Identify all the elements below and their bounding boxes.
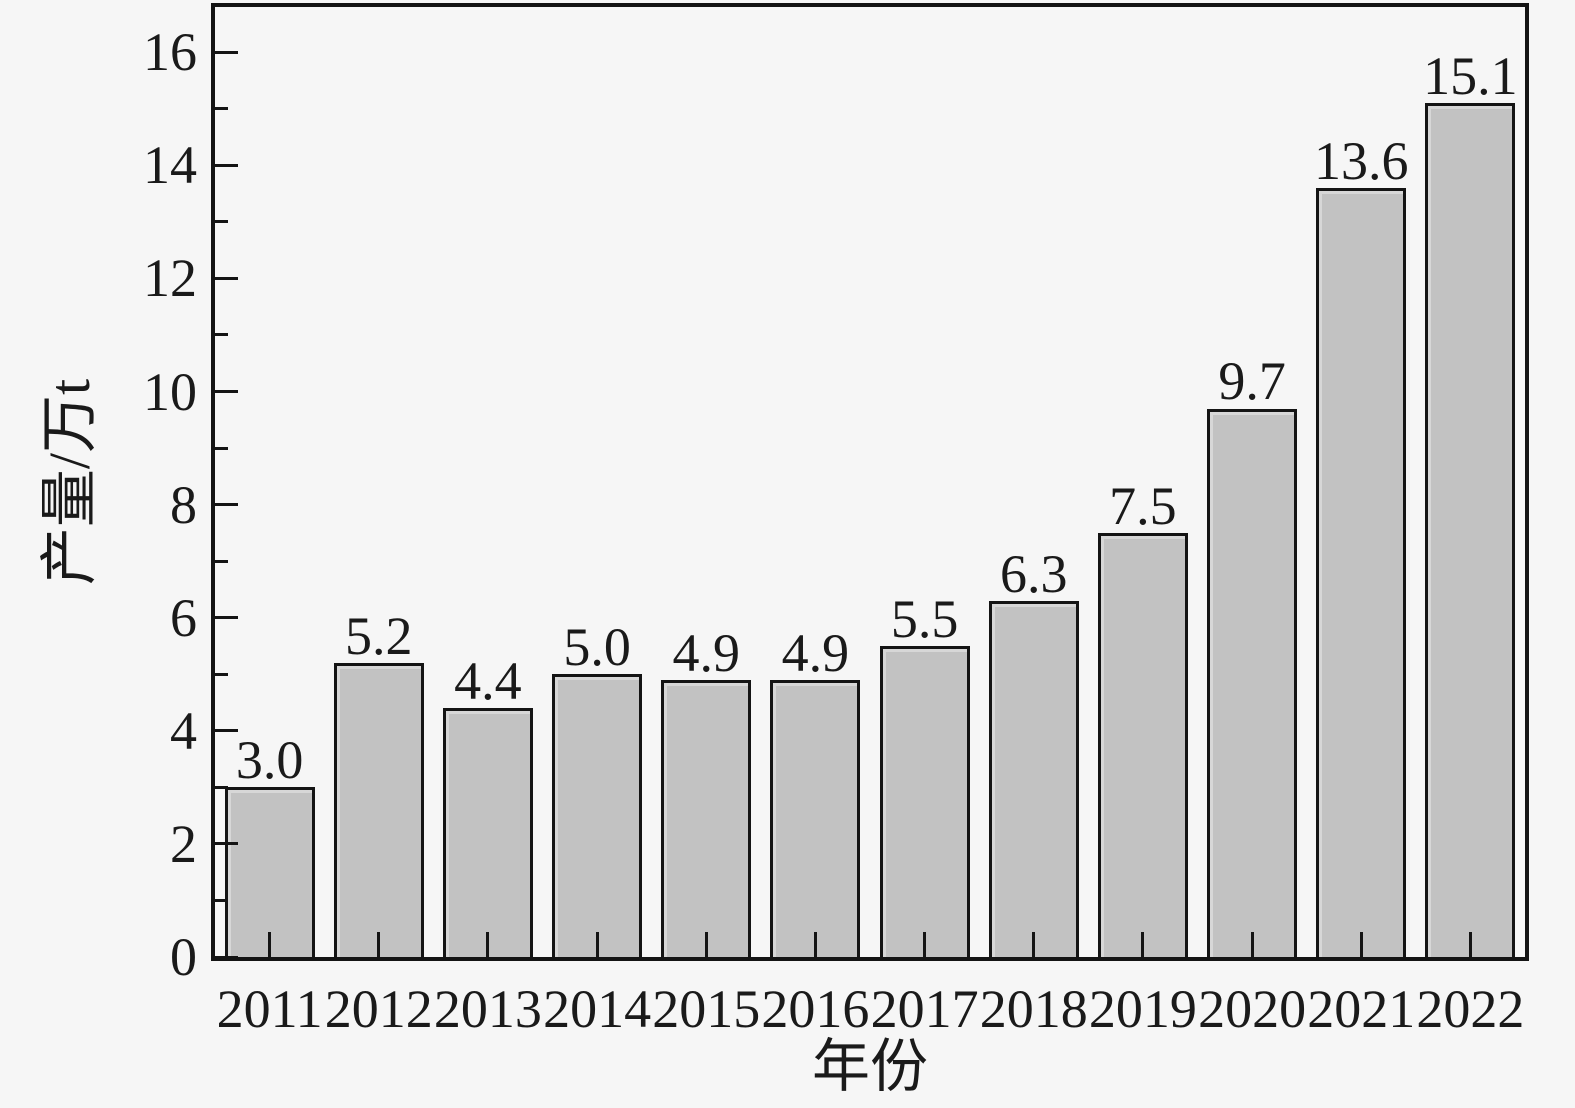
bar-2013	[442, 708, 533, 957]
plot-area	[211, 3, 1529, 961]
x-tick-2014	[595, 932, 599, 957]
y-major-tick	[215, 842, 238, 846]
y-minor-tick	[215, 559, 228, 563]
bar-value-label: 13.6	[1314, 130, 1409, 191]
bar-value-label: 7.5	[1109, 475, 1177, 536]
bar-2011	[224, 787, 315, 957]
y-tick-label: 8	[170, 474, 197, 535]
y-tick-label: 2	[170, 813, 197, 874]
x-tick-2018	[1032, 932, 1036, 957]
y-tick-label: 16	[143, 22, 197, 83]
bar-2014	[552, 674, 643, 957]
y-tick-label: 10	[143, 361, 197, 422]
x-tick-2015	[704, 932, 708, 957]
x-tick-label: 2013	[433, 979, 542, 1039]
y-tick-label: 14	[143, 135, 197, 196]
x-tick-label: 2016	[761, 979, 870, 1039]
bar-value-label: 3.0	[235, 730, 304, 791]
bar-2016	[770, 679, 861, 957]
x-tick-label: 2011	[216, 979, 323, 1039]
bar-value-label: 9.7	[1218, 351, 1286, 412]
bar-value-label: 4.4	[454, 651, 522, 712]
x-tick-2019	[1141, 932, 1145, 957]
y-major-tick	[215, 390, 238, 394]
y-major-tick	[215, 276, 238, 280]
x-tick-2011	[268, 932, 272, 957]
x-tick-label: 2021	[1307, 979, 1416, 1039]
y-major-tick	[215, 50, 238, 54]
y-minor-tick	[215, 446, 228, 450]
bar-2015	[661, 679, 752, 957]
bar-2012	[333, 662, 424, 957]
bar-value-label: 6.3	[1000, 543, 1068, 604]
y-major-tick	[215, 503, 238, 507]
y-tick-label: 4	[170, 700, 197, 761]
bar-2019	[1097, 532, 1188, 957]
x-tick-label: 2019	[1088, 979, 1197, 1039]
x-tick-2013	[486, 932, 490, 957]
y-minor-tick	[215, 672, 228, 676]
y-minor-tick	[215, 107, 228, 111]
y-minor-tick	[215, 220, 228, 224]
x-tick-label: 2015	[652, 979, 761, 1039]
bar-2017	[879, 646, 970, 957]
y-major-tick	[215, 955, 238, 959]
bar-2018	[988, 600, 1079, 957]
x-axis-title: 年份	[811, 1034, 928, 1099]
bar-value-label: 5.2	[345, 605, 413, 666]
x-tick-2021	[1359, 932, 1363, 957]
x-tick-2022	[1468, 932, 1472, 957]
x-tick-2020	[1250, 932, 1254, 957]
x-tick-2016	[813, 932, 817, 957]
y-major-tick	[215, 163, 238, 167]
bar-2022	[1425, 103, 1516, 957]
bar-value-label: 4.9	[672, 622, 741, 683]
y-tick-label: 6	[170, 587, 197, 648]
bar-value-label: 15.1	[1423, 46, 1518, 107]
y-major-tick	[215, 616, 238, 620]
bar-value-label: 4.9	[781, 622, 850, 683]
y-major-tick	[215, 729, 238, 733]
y-minor-tick	[215, 785, 228, 789]
x-tick-label: 2012	[324, 979, 433, 1039]
y-tick-label: 12	[143, 248, 197, 309]
y-tick-label: 0	[170, 927, 197, 987]
y-minor-tick	[215, 333, 228, 337]
y-minor-tick	[215, 898, 228, 902]
x-tick-label: 2018	[979, 979, 1088, 1039]
plot-inner	[215, 7, 1525, 959]
x-tick-2017	[923, 932, 927, 957]
x-tick-label: 2014	[543, 979, 652, 1039]
x-tick-label: 2022	[1416, 979, 1525, 1039]
x-tick-2012	[377, 932, 381, 957]
bar-value-label: 5.5	[890, 588, 959, 649]
x-tick-label: 2017	[870, 979, 979, 1039]
bar-2020	[1207, 408, 1298, 957]
x-tick-label: 2020	[1198, 979, 1307, 1039]
bar-2021	[1316, 187, 1407, 957]
bar-value-label: 5.0	[563, 617, 631, 678]
